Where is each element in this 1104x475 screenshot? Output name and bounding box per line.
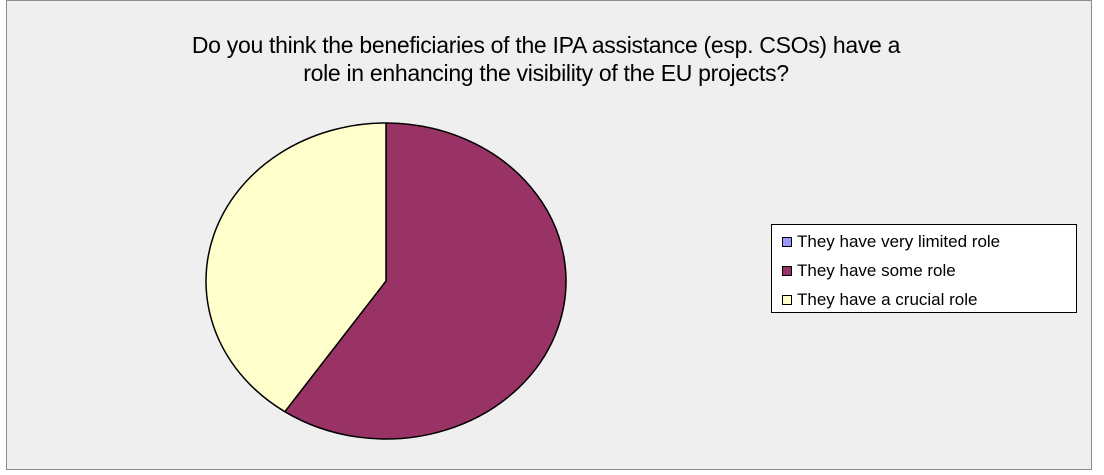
- legend-item-they-have-some-role: They have some role: [772, 256, 1076, 285]
- legend-swatch: [782, 265, 792, 276]
- legend-swatch: [782, 294, 792, 305]
- legend-label: They have a crucial role: [797, 289, 978, 309]
- legend-item-they-have-a-crucial-role: They have a crucial role: [772, 285, 1076, 314]
- chart-title-line-1: Do you think the beneficiaries of the IP…: [191, 32, 901, 58]
- legend-label: They have some role: [797, 260, 956, 280]
- chart-legend: They have very limited role They have som…: [771, 224, 1077, 313]
- pie-slice-they-have-some-role: [284, 122, 567, 440]
- pie-slice-they-have-a-crucial-role: [205, 122, 387, 413]
- legend-swatch: [782, 236, 792, 247]
- legend-label: They have very limited role: [797, 231, 1001, 251]
- chart-title-line-2: role in enhancing the visibility of the …: [303, 60, 789, 86]
- chart-title: Do you think the beneficiaries of the IP…: [0, 31, 1092, 87]
- legend-item-they-have-very-limited-role: They have very limited role: [772, 227, 1076, 256]
